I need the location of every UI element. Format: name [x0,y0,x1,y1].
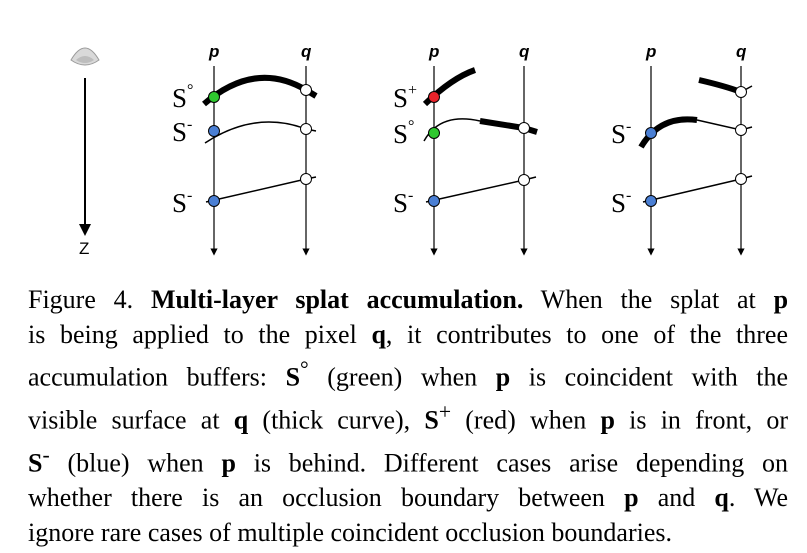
caption-prefix: Figure 4. [28,285,134,314]
splat-point-s-zero [428,127,440,139]
q-axis-label: q [301,42,312,61]
pixel-point-q [300,84,312,96]
pixel-point-q [518,174,530,186]
pixel-point-q [735,173,747,185]
splat-point-s-minus [645,127,657,139]
splat-point-s-minus [428,195,440,207]
pixel-point-q [735,86,747,98]
pixel-point-q [518,122,530,134]
figure-diagram: Z p q S° S- S- p q S+ S° S- [70,42,753,258]
splat-point-s-minus [645,195,657,207]
eye-icon [70,47,100,66]
panel-1: p q S° S- S- [172,42,318,256]
surface-line-low [205,176,317,203]
caption-line: ignore rare cases of multiple coincident… [28,517,673,547]
caption-line: accumulation buffers: S° (green) when p … [28,357,789,392]
thick-visible-surface-curve [638,116,698,149]
q-axis-label: q [736,42,747,61]
p-axis-label: p [645,42,656,61]
buffer-label-s-minus: S- [611,187,631,218]
buffer-label-s-minus: S- [611,118,631,149]
buffer-label-s-minus: S- [393,187,413,218]
caption-line: S- (blue) when p is behind. Different ca… [28,443,789,478]
splat-point-s-minus [208,125,220,137]
splat-point-s-plus [428,91,440,103]
buffer-label-s-zero: S° [172,82,193,113]
thick-visible-surface-curve [698,77,743,95]
splat-point-s-zero [208,91,220,103]
pixel-point-q [300,123,312,135]
figure-caption: Figure 4. Multi-layer splat accumulation… [28,283,788,550]
panel-2: p q S+ S° S- [393,42,538,256]
splat-point-s-minus [208,195,220,207]
pixel-point-q [300,173,312,185]
panel-3: p q S- S- [611,42,753,256]
caption-line: Figure 4. Multi-layer splat accumulation… [28,285,789,314]
buffer-label-s-plus: S+ [393,82,417,113]
z-axis-label: Z [79,239,89,258]
p-axis-label: p [208,42,219,61]
caption-title: Multi-layer splat accumulation. [150,285,524,314]
surface-curve-mid [204,121,317,144]
buffer-label-s-minus: S- [172,187,192,218]
caption-line: whether there is an occlusion boundary b… [28,483,789,513]
buffer-label-s-zero: S° [393,118,414,149]
q-axis-label: q [519,42,530,61]
caption-line: is being applied to the pixel q, it cont… [28,319,789,349]
surface-curve-thin [423,118,481,142]
p-axis-label: p [428,42,439,61]
caption-line: visible surface at q (thick curve), S+ (… [28,400,789,435]
pixel-point-q [735,124,747,136]
thick-visible-surface-curve [202,74,318,107]
buffer-label-s-minus: S- [172,116,192,147]
